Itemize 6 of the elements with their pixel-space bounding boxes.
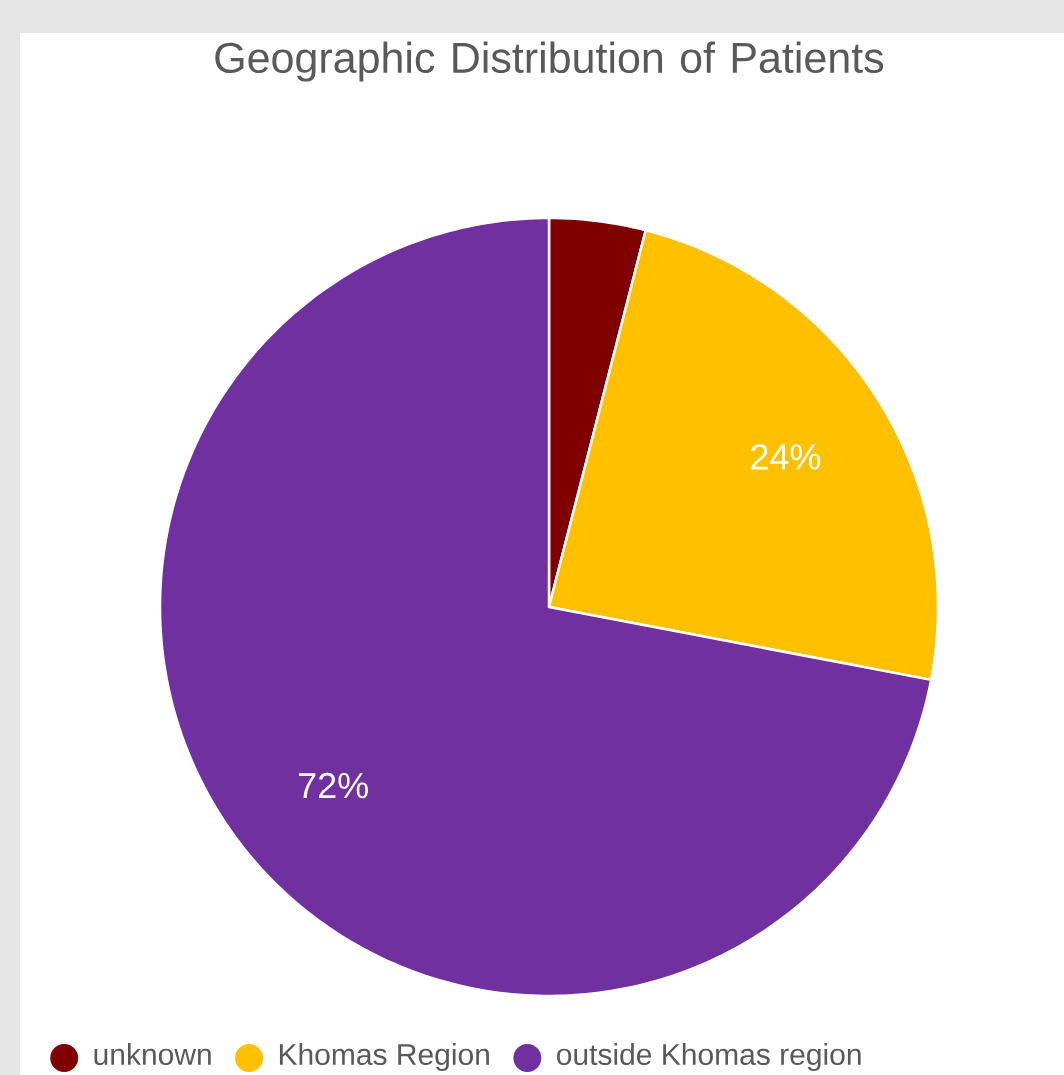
data-label: 24%	[751, 444, 821, 470]
chart-title: Geographic Distribution of Patients	[215, 41, 884, 82]
legend-label: Khomas Region	[279, 1043, 489, 1072]
legend-label: outside Khomas region	[557, 1043, 861, 1072]
legend-label: unknown	[94, 1043, 211, 1066]
data-label: 72%	[299, 772, 368, 799]
